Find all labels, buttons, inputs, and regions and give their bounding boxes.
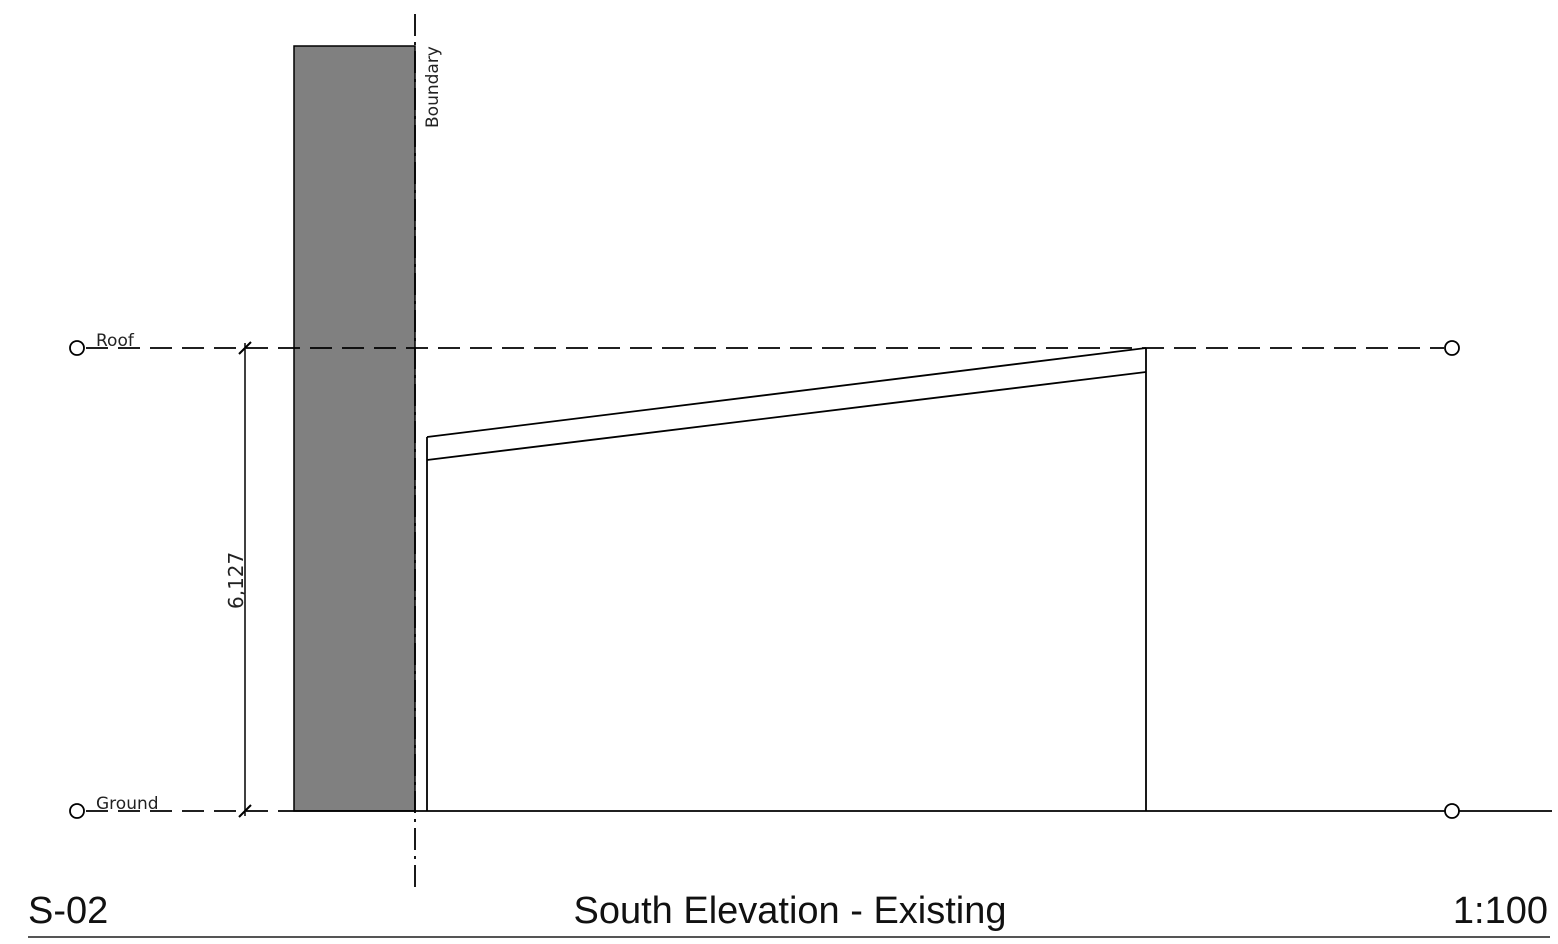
- view-title: South Elevation - Existing: [573, 890, 1007, 932]
- building-outline: [426, 347, 1147, 811]
- ground-level-marker-right: [1444, 803, 1460, 819]
- boundary-label: Boundary: [423, 46, 443, 128]
- dimension-tick-top: [238, 341, 252, 355]
- roof-top-edge: [426, 347, 1147, 438]
- sheet-number: S-02: [28, 890, 109, 932]
- roof-level-marker-left: [69, 340, 85, 356]
- adjacent-wall: [293, 45, 416, 812]
- dimension-tick-bottom: [238, 804, 252, 818]
- title-block: S-02 South Elevation - Existing 1:100: [0, 886, 1558, 936]
- title-underline: [28, 936, 1550, 938]
- scale-label: 1:100: [1452, 890, 1548, 932]
- roof-level-marker-right: [1444, 340, 1460, 356]
- roof-level-label: Roof: [96, 331, 135, 351]
- roof-bottom-edge: [426, 371, 1147, 461]
- ground-level-marker-left: [69, 803, 85, 819]
- ground-level-label: Ground: [96, 794, 159, 814]
- dimension-label: 6,127: [224, 552, 248, 609]
